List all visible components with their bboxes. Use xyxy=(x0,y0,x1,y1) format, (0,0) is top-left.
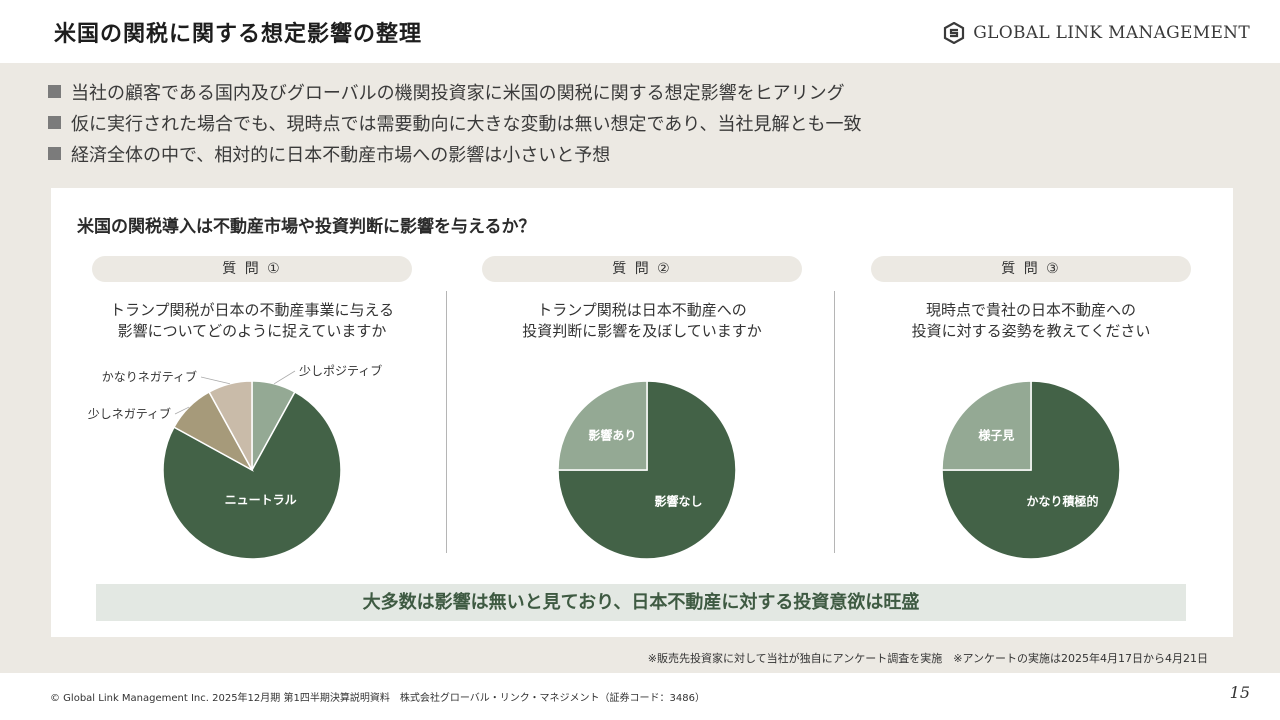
pie-slice xyxy=(208,380,253,471)
pie-slice-label: かなりネガティブ xyxy=(102,369,197,384)
bullet-item: 仮に実行された場合でも、現時点では需要動向に大きな変動は無い想定であり、当社見解… xyxy=(48,107,862,138)
question-1-line1: トランプ関税が日本の不動産事業に与える xyxy=(109,301,395,319)
company-logo: GLOBAL LINK MANAGEMENT xyxy=(943,22,1250,44)
pie-chart-question-2: 影響なし 影響あり xyxy=(557,380,737,560)
bullet-list: 当社の顧客である国内及びグローバルの機関投資家に米国の関税に関する想定影響をヒア… xyxy=(48,76,862,169)
pie-chart-question-3: かなり積極的 様子見 xyxy=(941,380,1121,560)
bullet-text: 経済全体の中で、相対的に日本不動産市場への影響は小さいと予想 xyxy=(71,144,611,166)
question-2-line1: トランプ関税は日本不動産への xyxy=(537,301,747,319)
gs-logo-icon xyxy=(944,22,965,44)
question-1-text: トランプ関税が日本の不動産事業に与える 影響についてどのように捉えていますか xyxy=(72,300,432,342)
question-2-line2: 投資判断に影響を及ぼしていますか xyxy=(522,322,762,340)
bullet-item: 当社の顧客である国内及びグローバルの機関投資家に米国の関税に関する想定影響をヒア… xyxy=(48,76,862,107)
copyright: © Global Link Management Inc. 2025年12月期 … xyxy=(50,693,705,704)
question-1-line2: 影響についてどのように捉えていますか xyxy=(117,322,387,340)
question-2-label: 質 問 ② xyxy=(482,256,802,282)
card-title: 米国の関税導入は不動産市場や投資判断に影響を与えるか？ xyxy=(77,217,536,237)
pie-leader-line xyxy=(200,376,230,385)
question-3-label: 質 問 ③ xyxy=(871,256,1191,282)
pie-slice-label: ニュートラル xyxy=(225,493,297,507)
pie-slice-label: 影響なし xyxy=(654,493,702,508)
pie-slice xyxy=(162,390,342,560)
logo-text: GLOBAL LINK MANAGEMENT xyxy=(973,23,1250,43)
header: 米国の関税に関する想定影響の整理 GLOBAL LINK MANAGEMENT xyxy=(0,0,1280,63)
question-3-line2: 投資に対する姿勢を教えてください xyxy=(911,322,1151,340)
divider-line xyxy=(834,291,835,553)
pie-slice xyxy=(557,380,648,471)
pie-leader-line xyxy=(273,370,296,385)
bullet-item: 経済全体の中で、相対的に日本不動産市場への影響は小さいと予想 xyxy=(48,138,862,169)
bullet-text: 仮に実行された場合でも、現時点では需要動向に大きな変動は無い想定であり、当社見解… xyxy=(71,113,862,135)
pie-slice xyxy=(941,380,1032,471)
pie-slice-label: 様子見 xyxy=(978,427,1014,442)
page-title: 米国の関税に関する想定影響の整理 xyxy=(54,22,423,47)
bullet-square-icon xyxy=(48,147,61,160)
footnote: ※販売先投資家に対して当社が独自にアンケート調査を実施 ※アンケートの実施は20… xyxy=(647,652,1208,665)
bullet-square-icon xyxy=(48,85,61,98)
question-1-label: 質 問 ① xyxy=(92,256,412,282)
survey-card: 米国の関税導入は不動産市場や投資判断に影響を与えるか？ 質 問 ① 質 問 ② … xyxy=(51,188,1233,637)
question-3-text: 現時点で貴社の日本不動産への 投資に対する姿勢を教えてください xyxy=(851,300,1211,342)
page-number: 15 xyxy=(1229,683,1250,702)
divider-line xyxy=(446,291,447,553)
pie-slice-label: 少しネガティブ xyxy=(88,406,171,421)
bullet-square-icon xyxy=(48,116,61,129)
pie-slice-label: 影響あり xyxy=(588,427,636,442)
question-3-line1: 現時点で貴社の日本不動産への xyxy=(925,301,1136,319)
pie-leader-line xyxy=(174,406,190,415)
summary-banner: 大多数は影響は無いと見ており、日本不動産に対する投資意欲は旺盛 xyxy=(96,584,1186,621)
question-2-text: トランプ関税は日本不動産への 投資判断に影響を及ぼしていますか xyxy=(462,300,822,342)
pie-slice-label: 少しポジティブ xyxy=(299,363,382,378)
bullet-text: 当社の顧客である国内及びグローバルの機関投資家に米国の関税に関する想定影響をヒア… xyxy=(71,82,845,104)
pie-slice-label: かなり積極的 xyxy=(1026,493,1098,508)
